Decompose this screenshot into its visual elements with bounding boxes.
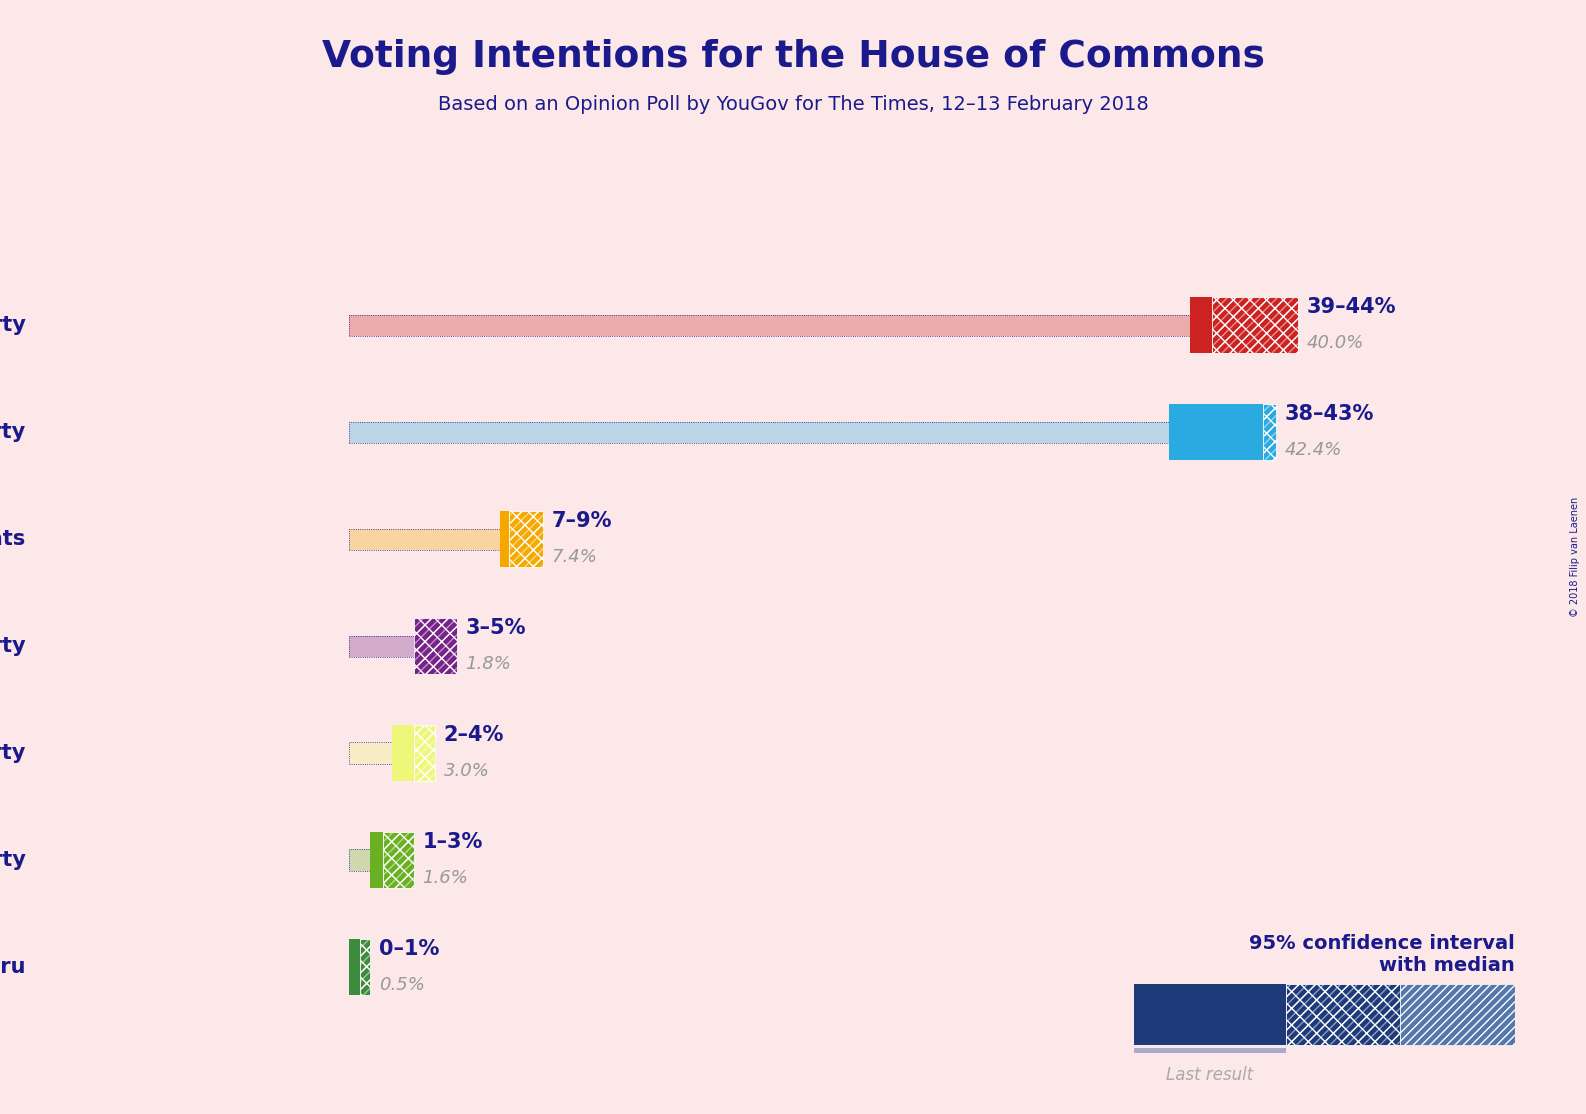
Bar	[384, 832, 414, 888]
Bar	[1134, 984, 1286, 1045]
Bar	[1190, 315, 1297, 335]
Bar	[392, 725, 414, 781]
Text: 2–4%: 2–4%	[444, 725, 504, 745]
Text: Labour Party: Labour Party	[0, 315, 25, 335]
Text: UK Independence Party: UK Independence Party	[0, 636, 25, 656]
Bar	[349, 939, 360, 995]
Bar	[392, 743, 435, 763]
Bar	[1169, 422, 1277, 442]
Bar	[1264, 404, 1277, 460]
Text: 0.5%: 0.5%	[379, 976, 425, 994]
Text: Last result: Last result	[1166, 1066, 1255, 1084]
Text: Plaid Cymru: Plaid Cymru	[0, 957, 25, 977]
Bar	[414, 618, 457, 674]
Bar	[500, 511, 509, 567]
Text: 38–43%: 38–43%	[1285, 404, 1375, 424]
Bar	[500, 529, 542, 549]
Text: Conservative Party: Conservative Party	[0, 422, 25, 442]
Bar	[1190, 297, 1212, 353]
Bar	[1264, 404, 1277, 460]
Bar	[1169, 404, 1264, 460]
Bar	[349, 422, 1169, 442]
Bar	[349, 850, 371, 870]
Bar	[1212, 297, 1297, 353]
Bar	[349, 957, 371, 977]
Bar	[1169, 422, 1277, 442]
Bar	[1400, 984, 1515, 1045]
Bar	[349, 315, 1190, 335]
Text: 3.0%: 3.0%	[444, 762, 490, 780]
Bar	[500, 529, 542, 549]
Bar	[1286, 984, 1400, 1045]
Text: © 2018 Filip van Laenen: © 2018 Filip van Laenen	[1570, 497, 1580, 617]
Bar	[509, 511, 542, 567]
Text: 7.4%: 7.4%	[552, 548, 598, 566]
Text: Voting Intentions for the House of Commons: Voting Intentions for the House of Commo…	[322, 39, 1264, 75]
Bar	[360, 939, 371, 995]
Bar	[1286, 984, 1400, 1045]
Bar	[349, 529, 500, 549]
Bar	[1212, 297, 1297, 353]
Text: 42.4%: 42.4%	[1285, 441, 1342, 459]
Text: Based on an Opinion Poll by YouGov for The Times, 12–13 February 2018: Based on an Opinion Poll by YouGov for T…	[438, 95, 1148, 114]
Bar	[349, 636, 414, 656]
Bar	[414, 618, 457, 674]
Bar	[349, 529, 500, 549]
Bar	[1134, 1047, 1286, 1056]
Bar	[360, 939, 371, 995]
Bar	[371, 850, 414, 870]
Text: Scottish National Party: Scottish National Party	[0, 743, 25, 763]
Bar	[349, 850, 371, 870]
Bar	[414, 725, 435, 781]
Bar	[349, 957, 371, 977]
Text: Green Party: Green Party	[0, 850, 25, 870]
Bar	[1190, 315, 1297, 335]
Bar	[371, 850, 414, 870]
Bar	[509, 511, 542, 567]
Text: 1.6%: 1.6%	[422, 869, 468, 887]
Text: 1.8%: 1.8%	[465, 655, 511, 673]
Bar	[349, 636, 414, 656]
Bar	[392, 743, 435, 763]
Text: 0–1%: 0–1%	[379, 939, 439, 959]
Text: 40.0%: 40.0%	[1307, 334, 1364, 352]
Bar	[384, 832, 414, 888]
Bar	[349, 315, 1190, 335]
Text: 7–9%: 7–9%	[552, 511, 612, 531]
Text: Liberal Democrats: Liberal Democrats	[0, 529, 25, 549]
Bar	[414, 725, 435, 781]
Bar	[349, 743, 392, 763]
Bar	[414, 636, 457, 656]
Text: 39–44%: 39–44%	[1307, 297, 1396, 317]
Bar	[349, 422, 1169, 442]
Bar	[349, 743, 392, 763]
Text: 1–3%: 1–3%	[422, 832, 482, 852]
Text: 95% confidence interval
with median: 95% confidence interval with median	[1248, 934, 1515, 975]
Text: 3–5%: 3–5%	[465, 618, 527, 638]
Bar	[414, 636, 457, 656]
Bar	[371, 832, 384, 888]
